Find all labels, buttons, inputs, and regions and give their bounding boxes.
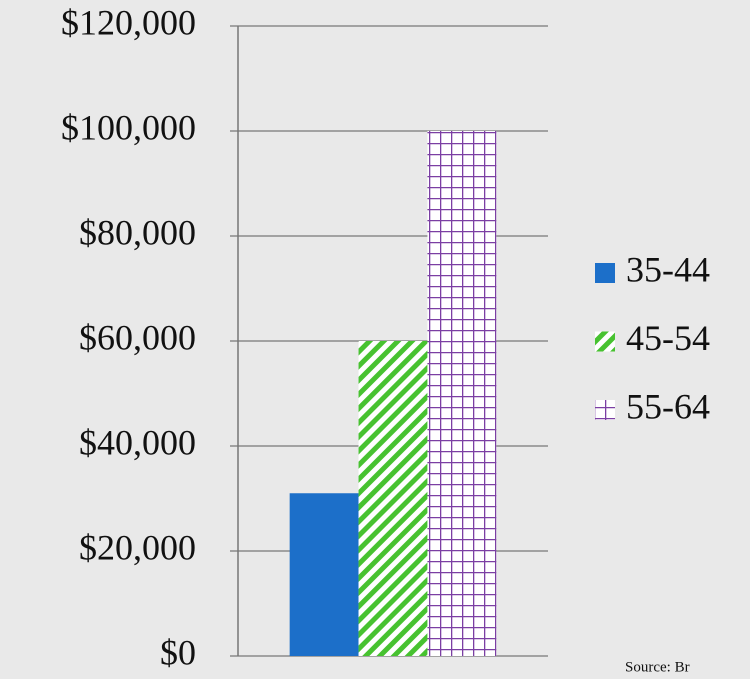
- legend-label: 55-64: [626, 386, 710, 426]
- legend-swatch: [595, 400, 615, 420]
- bar: [289, 493, 359, 656]
- legend-label: 35-44: [626, 249, 710, 289]
- legend-swatch: [595, 263, 615, 283]
- y-tick-label: $0: [160, 632, 196, 672]
- legend-label: 45-54: [626, 318, 710, 358]
- y-tick-label: $120,000: [61, 2, 196, 42]
- source-note: Source: Br: [625, 659, 690, 675]
- bar: [427, 131, 497, 656]
- y-tick-label: $80,000: [79, 212, 196, 252]
- y-tick-label: $20,000: [79, 527, 196, 567]
- y-tick-label: $60,000: [79, 317, 196, 357]
- legend-swatch: [595, 331, 615, 352]
- bar: [358, 341, 428, 656]
- y-tick-label: $40,000: [79, 422, 196, 462]
- y-tick-label: $100,000: [61, 107, 196, 147]
